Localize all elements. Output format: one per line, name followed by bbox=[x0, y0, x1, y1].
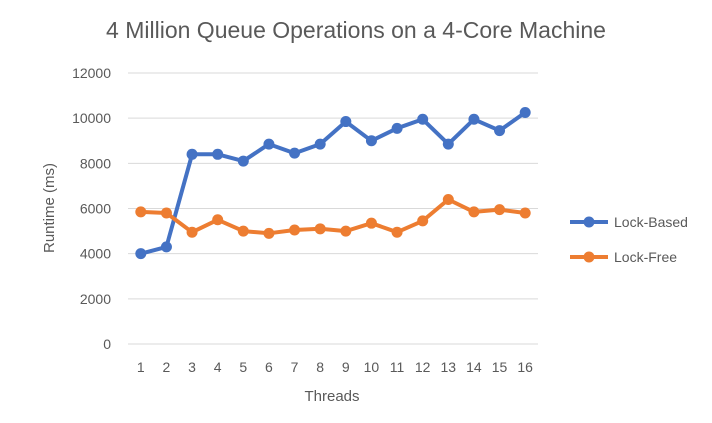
data-point-lock-free bbox=[289, 224, 301, 236]
series-lines bbox=[135, 107, 531, 260]
x-tick-label: 15 bbox=[492, 359, 508, 375]
data-point-lock-free bbox=[340, 225, 352, 237]
data-point-lock-based bbox=[417, 113, 429, 125]
data-point-lock-based bbox=[468, 113, 480, 125]
data-point-lock-free bbox=[468, 206, 480, 218]
chart-title: 4 Million Queue Operations on a 4-Core M… bbox=[106, 17, 606, 43]
gridlines bbox=[128, 72, 538, 345]
x-tick-label: 3 bbox=[188, 359, 196, 375]
data-point-lock-based bbox=[314, 138, 326, 150]
data-point-lock-based bbox=[365, 135, 377, 147]
data-point-lock-based bbox=[340, 116, 352, 128]
data-point-lock-free bbox=[314, 223, 326, 235]
data-point-lock-free bbox=[135, 206, 147, 218]
x-tick-label: 1 bbox=[137, 359, 145, 375]
x-tick-label: 8 bbox=[316, 359, 324, 375]
data-point-lock-based bbox=[442, 138, 454, 150]
x-tick-label: 11 bbox=[390, 359, 405, 375]
data-point-lock-free bbox=[186, 226, 198, 238]
x-tick-label: 12 bbox=[415, 359, 431, 375]
y-tick-label: 0 bbox=[103, 336, 111, 352]
y-tick-label: 4000 bbox=[80, 246, 111, 262]
y-tick-label: 2000 bbox=[80, 291, 111, 307]
y-axis-title: Runtime (ms) bbox=[41, 163, 58, 253]
x-tick-label: 6 bbox=[265, 359, 273, 375]
series-line-lock-based bbox=[138, 110, 528, 256]
legend-item-lock-based: Lock-Based bbox=[570, 214, 688, 230]
x-tick-label: 9 bbox=[342, 359, 350, 375]
x-tick-label: 16 bbox=[517, 359, 533, 375]
legend-item-lock-free: Lock-Free bbox=[570, 249, 677, 265]
data-point-lock-based bbox=[186, 148, 198, 160]
x-tick-label: 7 bbox=[291, 359, 299, 375]
data-point-lock-free bbox=[494, 204, 506, 216]
data-point-lock-free bbox=[237, 225, 249, 237]
x-tick-label: 5 bbox=[239, 359, 247, 375]
data-point-lock-free bbox=[263, 227, 275, 239]
data-point-lock-free bbox=[391, 226, 403, 238]
data-point-lock-free bbox=[417, 215, 429, 227]
series-lock-free bbox=[135, 193, 531, 239]
series-lock-based bbox=[135, 107, 531, 260]
data-point-lock-free bbox=[365, 217, 377, 229]
x-tick-label: 10 bbox=[364, 359, 380, 375]
x-axis-ticks: 1 2 3 4 5 6 7 8 9 10 11 12 13 14 15 16 bbox=[137, 359, 533, 375]
x-tick-label: 13 bbox=[441, 359, 457, 375]
legend-swatch-marker bbox=[583, 216, 595, 228]
y-tick-label: 8000 bbox=[80, 155, 111, 171]
legend-label: Lock-Based bbox=[614, 214, 688, 230]
data-point-lock-free bbox=[212, 214, 224, 226]
x-axis-title: Threads bbox=[304, 388, 359, 405]
data-point-lock-free bbox=[442, 193, 454, 205]
data-point-lock-based bbox=[289, 147, 301, 159]
legend-label: Lock-Free bbox=[614, 249, 677, 265]
y-axis-ticks: 0 2000 4000 6000 8000 10000 12000 bbox=[72, 65, 111, 352]
data-point-lock-based bbox=[391, 122, 403, 134]
data-point-lock-free bbox=[519, 207, 531, 219]
data-point-lock-based bbox=[212, 148, 224, 160]
x-tick-label: 4 bbox=[214, 359, 222, 375]
data-point-lock-based bbox=[237, 155, 249, 167]
data-point-lock-based bbox=[135, 248, 147, 260]
data-point-lock-based bbox=[494, 125, 506, 137]
series-line-lock-free bbox=[138, 197, 528, 236]
x-tick-label: 14 bbox=[466, 359, 482, 375]
y-tick-label: 12000 bbox=[72, 65, 111, 81]
data-point-lock-based bbox=[519, 107, 531, 119]
y-tick-label: 6000 bbox=[80, 201, 111, 217]
legend-swatch-marker bbox=[583, 251, 595, 263]
y-tick-label: 10000 bbox=[72, 110, 111, 126]
data-point-lock-based bbox=[263, 138, 275, 150]
legend: Lock-Based Lock-Free bbox=[570, 214, 688, 265]
x-tick-label: 2 bbox=[163, 359, 171, 375]
data-point-lock-based bbox=[160, 241, 172, 253]
data-point-lock-free bbox=[160, 207, 172, 219]
